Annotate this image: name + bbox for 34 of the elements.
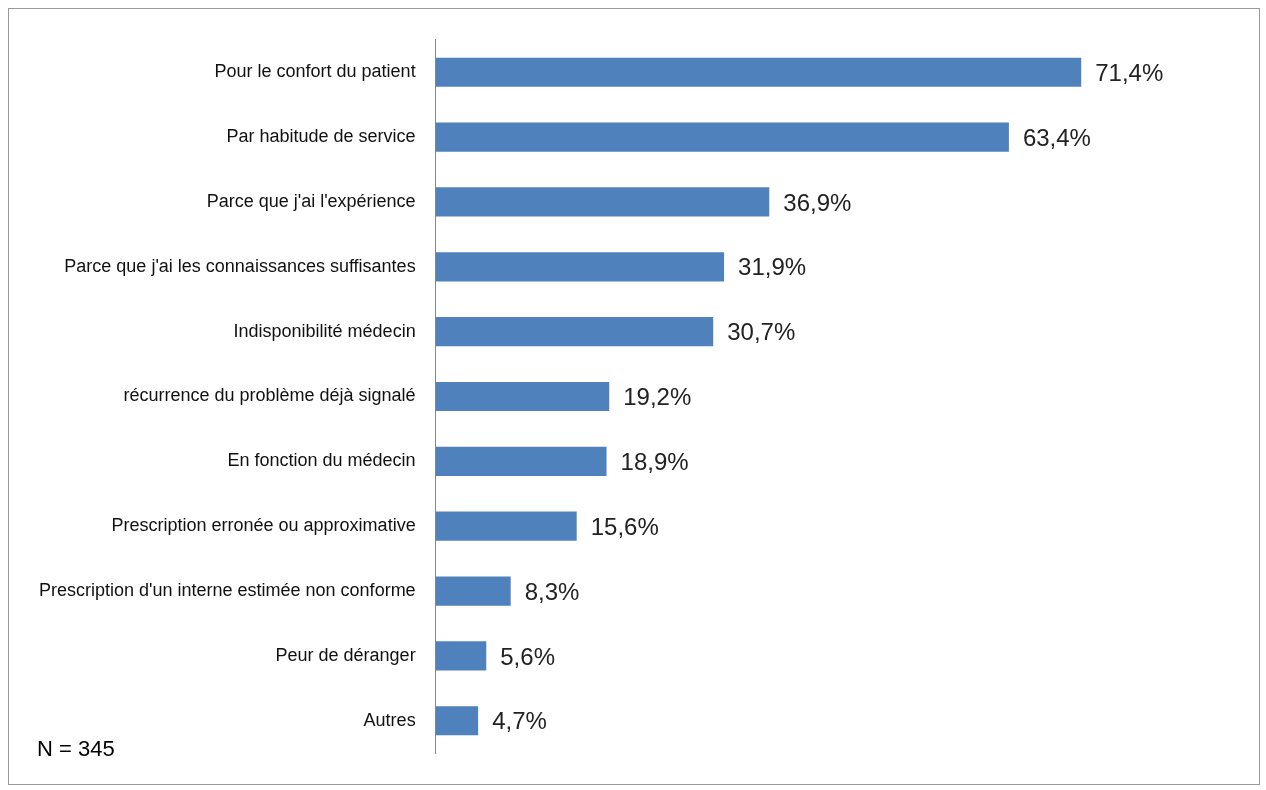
bar (435, 57, 1082, 87)
data-label: 31,9% (738, 253, 807, 281)
y-tick-label: Parce que j'ai l'expérience (206, 190, 416, 211)
data-label: 15,6% (590, 512, 659, 540)
data-label: 8,3% (524, 577, 580, 605)
text: N = 345 (37, 736, 115, 762)
bar (435, 706, 479, 736)
data-label: 18,9% (620, 447, 689, 475)
data-label: 71,4% (1095, 58, 1164, 86)
y-tick-label: Prescription d'un interne estimée non conforme (39, 580, 416, 601)
bar (435, 511, 577, 541)
y-tick-label: Indisponibilité médecin (233, 320, 416, 341)
bar (435, 252, 725, 282)
y-tick-label: Peur de déranger (275, 644, 416, 665)
data-label: 4,7% (492, 707, 547, 735)
bar (435, 446, 607, 476)
bar (435, 187, 770, 217)
data-label: 5,6% (500, 642, 555, 670)
data-label: 30,7% (727, 318, 796, 346)
bar (435, 317, 714, 347)
y-tick-label: En fonction du médecin (227, 450, 416, 471)
y-tick-label: Par habitude de service (226, 126, 416, 147)
bar (435, 381, 610, 412)
y-tick-label: Prescription erronée ou approximative (111, 515, 416, 536)
bar (435, 122, 1009, 152)
data-label: 36,9% (783, 188, 852, 216)
bar (435, 641, 487, 671)
data-label: 63,4% (1022, 123, 1091, 151)
y-tick-label: récurrence du problème déjà signalé (123, 385, 416, 406)
y-tick-label: Autres (363, 709, 416, 730)
data-label: 19,2% (623, 383, 692, 411)
y-tick-label: Parce que j'ai les connaissances suffisantes (64, 255, 416, 276)
bar (435, 576, 511, 606)
y-tick-label: Pour le confort du patient (214, 61, 416, 82)
